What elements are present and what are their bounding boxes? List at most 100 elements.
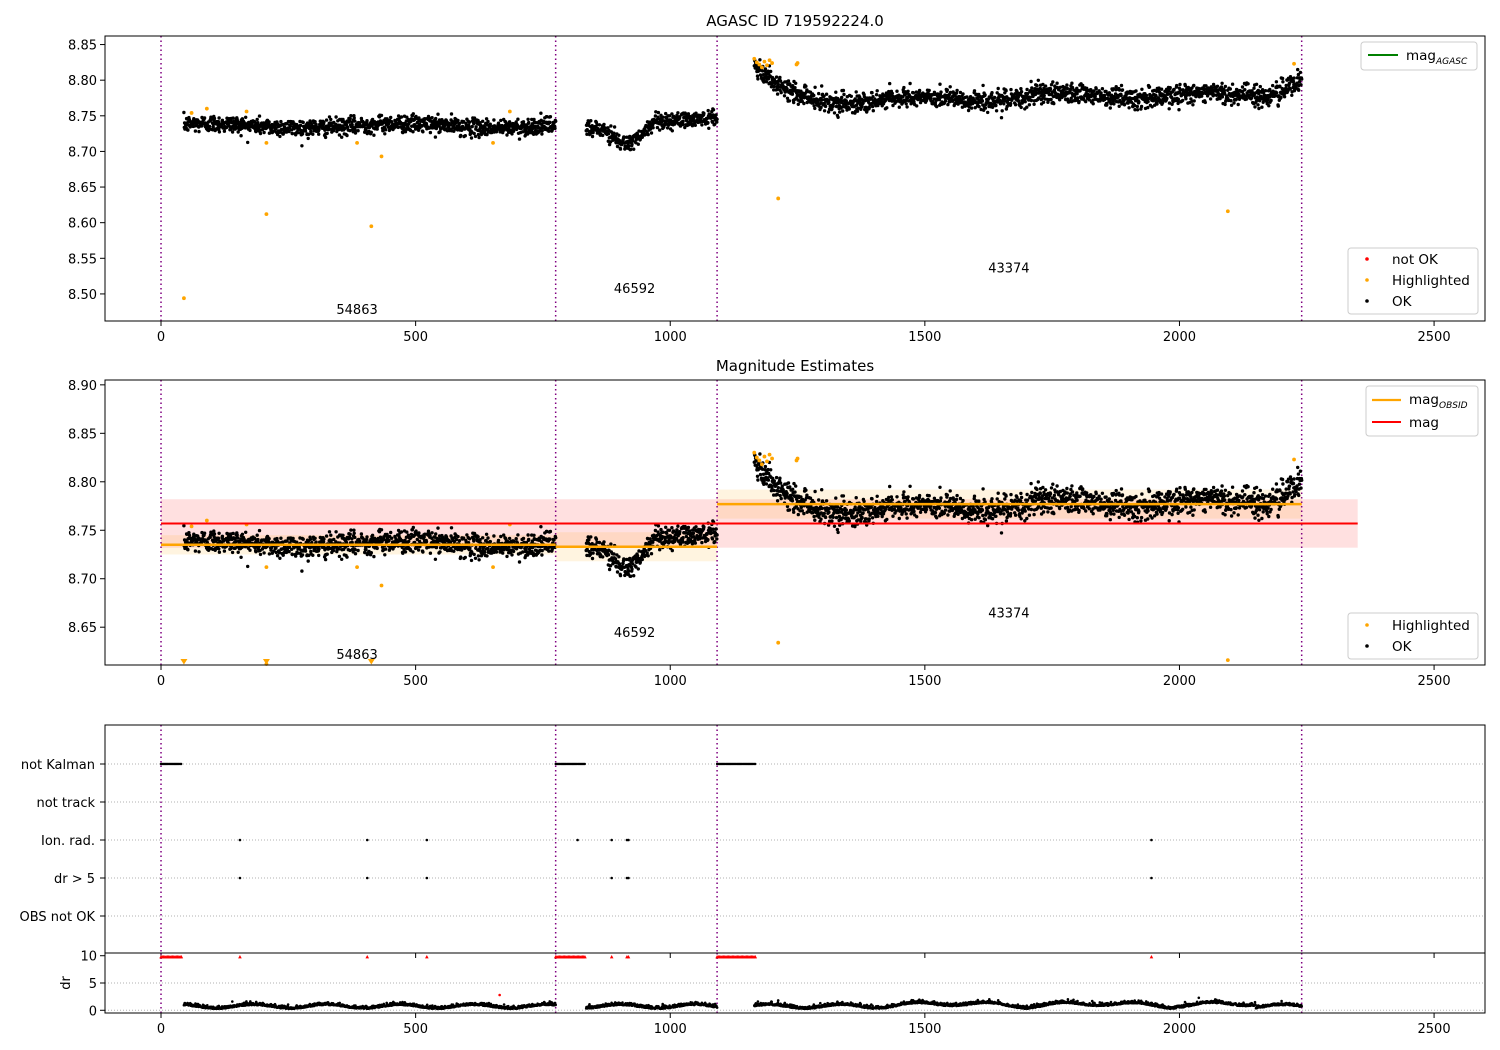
ok-point: [1043, 84, 1048, 88]
ok-point: [775, 92, 780, 96]
ok-point: [654, 110, 658, 114]
ok-point: [1181, 98, 1185, 103]
ok-point: [1035, 84, 1039, 88]
ok-point: [1016, 95, 1020, 99]
ok-point: [834, 104, 839, 109]
ok-point: [812, 93, 816, 98]
ok-point: [636, 567, 640, 571]
ok-point: [840, 95, 844, 100]
ok-point: [772, 479, 776, 483]
ok-point: [317, 553, 321, 558]
ok-point: [474, 125, 478, 129]
ok-point: [606, 553, 611, 557]
ok-point: [545, 115, 549, 119]
ok-point: [313, 120, 317, 124]
ok-point: [1087, 98, 1092, 102]
ok-point: [819, 105, 823, 110]
ok-point: [854, 90, 858, 94]
legend-marker-ok: [1365, 299, 1369, 303]
ok-point: [597, 123, 602, 127]
ok-point: [1299, 83, 1303, 87]
ok-point: [334, 122, 338, 127]
ok-point: [980, 99, 985, 103]
ok-point: [1276, 104, 1281, 108]
ok-point: [661, 530, 665, 534]
ok-point: [1085, 86, 1089, 91]
ok-point: [793, 86, 797, 90]
ok-point: [222, 129, 227, 133]
ok-point: [1108, 106, 1113, 110]
ok-point: [449, 526, 454, 530]
ok-point: [540, 553, 544, 557]
ok-point: [871, 95, 875, 99]
ok-point: [1052, 101, 1056, 106]
ok-point: [791, 84, 795, 88]
highlighted-point: [204, 106, 209, 111]
ok-point: [824, 92, 829, 96]
ok-point: [986, 110, 990, 115]
highlighted-point: [379, 154, 384, 159]
ok-point: [390, 536, 394, 540]
ok-point: [239, 555, 243, 559]
ok-point: [477, 135, 481, 140]
ok-point: [686, 525, 691, 530]
ok-point: [456, 118, 460, 123]
ok-point: [383, 553, 387, 557]
ok-point: [802, 101, 806, 106]
ok-point: [187, 531, 191, 535]
obsid-label: 46592: [614, 282, 655, 297]
ok-point: [1200, 94, 1204, 98]
ok-point: [799, 505, 803, 510]
ok-point: [411, 525, 415, 530]
ok-point: [438, 550, 442, 554]
ok-point: [1175, 83, 1179, 88]
agasc-legend-markers: not OK Highlighted OK: [1347, 247, 1479, 315]
ok-point: [667, 114, 672, 118]
ok-point: [775, 499, 780, 503]
ok-point: [670, 112, 674, 116]
ok-point: [1280, 76, 1285, 81]
ok-point: [325, 552, 329, 556]
ok-point: [601, 133, 605, 138]
ok-point: [1058, 85, 1063, 90]
ok-point: [1298, 70, 1303, 75]
ok-point: [1009, 87, 1013, 92]
ok-point: [1167, 107, 1171, 111]
ok-point: [457, 121, 462, 126]
ok-point: [547, 129, 551, 133]
ok-point: [521, 130, 525, 134]
ok-point: [804, 488, 808, 492]
ok-point: [1122, 103, 1127, 107]
ok-point: [766, 478, 771, 482]
ok-point: [485, 554, 489, 558]
ok-point: [262, 130, 266, 135]
ok-point: [352, 116, 356, 120]
ok-point: [212, 116, 217, 121]
ok-point: [364, 128, 368, 132]
highlighted-point: [752, 56, 757, 61]
ok-point: [421, 550, 425, 554]
ok-point: [766, 77, 771, 81]
ok-point: [505, 554, 509, 559]
ok-point: [1168, 86, 1172, 90]
ok-point: [1133, 103, 1137, 108]
ok-point: [776, 82, 780, 87]
ok-point: [1176, 101, 1180, 106]
ok-point: [287, 549, 291, 554]
ok-point: [311, 132, 315, 136]
ok-point: [670, 526, 674, 530]
ok-point: [630, 142, 634, 147]
ok-point: [257, 528, 262, 533]
ok-point: [217, 130, 222, 134]
x-tick-label: 500: [403, 330, 428, 345]
ok-point: [456, 534, 460, 539]
ok-point: [1116, 95, 1120, 99]
ok-point: [1253, 105, 1257, 109]
ok-point: [1102, 93, 1107, 98]
ok-point: [399, 530, 404, 534]
ok-point: [472, 131, 476, 136]
ok-point: [700, 540, 704, 545]
ok-point: [483, 125, 487, 129]
ok-point: [1263, 89, 1268, 93]
ok-point: [636, 142, 640, 146]
